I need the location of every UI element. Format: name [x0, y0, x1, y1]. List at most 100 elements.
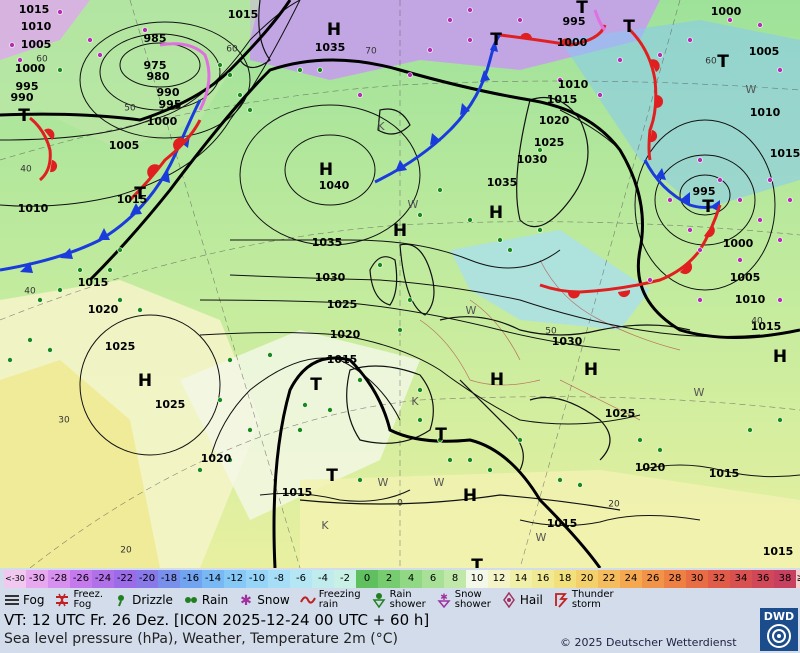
isobar-label: 1020 [88, 303, 119, 316]
isobar-label: 1015 [19, 3, 50, 16]
scale-cell: 36 [752, 570, 774, 588]
latitude-label: 40 [24, 287, 36, 297]
scale-cell: 30 [686, 570, 708, 588]
isobar-label: 1020 [539, 114, 570, 127]
latitude-labels: 60 60 70 60 50 40 40 50 40 30 20 0 20 [20, 45, 763, 556]
isobar-label: 1025 [327, 298, 358, 311]
isobar-label: 1030 [517, 153, 548, 166]
thunderstorm-icon [554, 593, 568, 608]
weather-legend-label: Rain shower [389, 589, 426, 610]
fog-icon [5, 595, 19, 605]
latitude-label: 20 [608, 500, 620, 510]
latitude-label: 20 [120, 546, 132, 556]
high-pressure-center: H [489, 203, 503, 223]
high-pressure-center: H [773, 347, 787, 367]
snow-shower-icon: ✱ [437, 593, 451, 608]
scale-cell: -10 [246, 570, 268, 588]
isobar-label: 1000 [147, 115, 178, 128]
low-pressure-center: T [717, 52, 729, 72]
low-pressure-center: T [18, 106, 30, 126]
isobar-label: 1010 [21, 20, 52, 33]
scale-cell: -20 [136, 570, 158, 588]
weather-legend-label: Drizzle [132, 593, 173, 607]
scale-cell: -16 [180, 570, 202, 588]
rain-shower-icon [372, 593, 386, 608]
isobar-label: 1025 [534, 136, 565, 149]
air-mass-mark: K [411, 395, 419, 408]
isobar-label: 1010 [18, 202, 49, 215]
svg-text:✱: ✱ [240, 593, 252, 608]
isobar-labels: 1015 101599510001005101098597598099099510… [11, 3, 800, 558]
freezing-rain-icon [299, 596, 316, 604]
isobar-label: 995 [16, 80, 39, 93]
drizzle-icon [118, 595, 125, 607]
latitude-label: 70 [365, 47, 377, 57]
latitude-label: 30 [58, 416, 70, 426]
scale-cell: 18 [554, 570, 576, 588]
low-pressure-center: T [576, 0, 588, 18]
low-pressure-center: T [435, 425, 447, 445]
isobar-label: 1015 [117, 193, 148, 206]
weather-legend-item: Freezing rain [299, 590, 361, 610]
isobar-label: 1015 [763, 545, 794, 558]
valid-time: VT: 12 UTC Fr. 26 Dez. [ICON 2025-12-24 … [4, 611, 430, 629]
isobar-label: 1010 [735, 293, 766, 306]
low-pressure-center: T [702, 197, 714, 217]
svg-text:✱: ✱ [440, 593, 448, 603]
isobar-label: 1020 [201, 452, 232, 465]
hail-icon [502, 592, 515, 608]
scale-cell: -22 [114, 570, 136, 588]
isobar-label: 995 [159, 98, 182, 111]
isobar-label: 1000 [723, 237, 754, 250]
air-mass-mark: W [466, 304, 477, 317]
isobar-label: 1000 [557, 36, 588, 49]
isobar-label: 995 [693, 185, 716, 198]
latitude-label: 50 [124, 104, 136, 114]
scale-cell: 16 [532, 570, 554, 588]
air-mass-mark: W [434, 476, 445, 489]
isobar-label: 1005 [749, 45, 780, 58]
latitude-label: 50 [545, 327, 557, 337]
scale-cell: 22 [598, 570, 620, 588]
weather-legend-item: ✱ Snow [238, 592, 289, 608]
snow-icon: ✱ [240, 593, 252, 608]
weather-legend-item: Freez. Fog [54, 590, 103, 610]
isobar-label: 1015 [78, 276, 109, 289]
high-pressure-center: H [463, 486, 477, 506]
scale-cell: 12 [488, 570, 510, 588]
scale-cell: 0 [356, 570, 378, 588]
scale-cell: 6 [422, 570, 444, 588]
scale-cell: -2 [334, 570, 356, 588]
isobar-label: 990 [157, 86, 180, 99]
isobar-label: 975 [144, 59, 167, 72]
weather-legend-item: ✱ Snow shower [436, 590, 491, 610]
scale-cell: 28 [664, 570, 686, 588]
legend-panel: <-30 -30 -28 -26 -24 -22 -20 -18 -16 -14 -12 -10 -8-… [0, 568, 800, 653]
pressure-centers: H T T T T T H T H T H H T H H H T T H T [18, 0, 787, 568]
low-pressure-center: T [310, 375, 322, 395]
isobar-label: 1005 [21, 38, 52, 51]
isobar-label: 1015 [282, 486, 313, 499]
high-pressure-center: H [319, 160, 333, 180]
scale-cell: 32 [708, 570, 730, 588]
scale-cell: 38 [774, 570, 796, 588]
isobar-label: 1000 [711, 5, 742, 18]
isobar-label: 1025 [105, 340, 136, 353]
weather-legend-label: Snow shower [454, 589, 491, 610]
scale-cell: -12 [224, 570, 246, 588]
air-mass-mark: K [321, 519, 329, 532]
isobar-label: 1030 [315, 271, 346, 284]
weather-legend-label: Freez. Fog [73, 589, 104, 610]
low-pressure-center: T [623, 17, 635, 37]
low-pressure-center: T [471, 556, 483, 568]
air-mass-marks: K W W K W W K W W W [321, 83, 756, 544]
scale-cell: 8 [444, 570, 466, 588]
scale-cell: ≥40 [796, 570, 800, 588]
weather-legend-label: Thunder storm [571, 589, 614, 610]
scale-cell: <-30 [4, 570, 26, 588]
scale-cell: 2 [378, 570, 400, 588]
latitude-label: 40 [751, 317, 763, 327]
isobar-label: 980 [147, 70, 170, 83]
isobar-label: 1010 [558, 78, 589, 91]
scale-cell: -14 [202, 570, 224, 588]
